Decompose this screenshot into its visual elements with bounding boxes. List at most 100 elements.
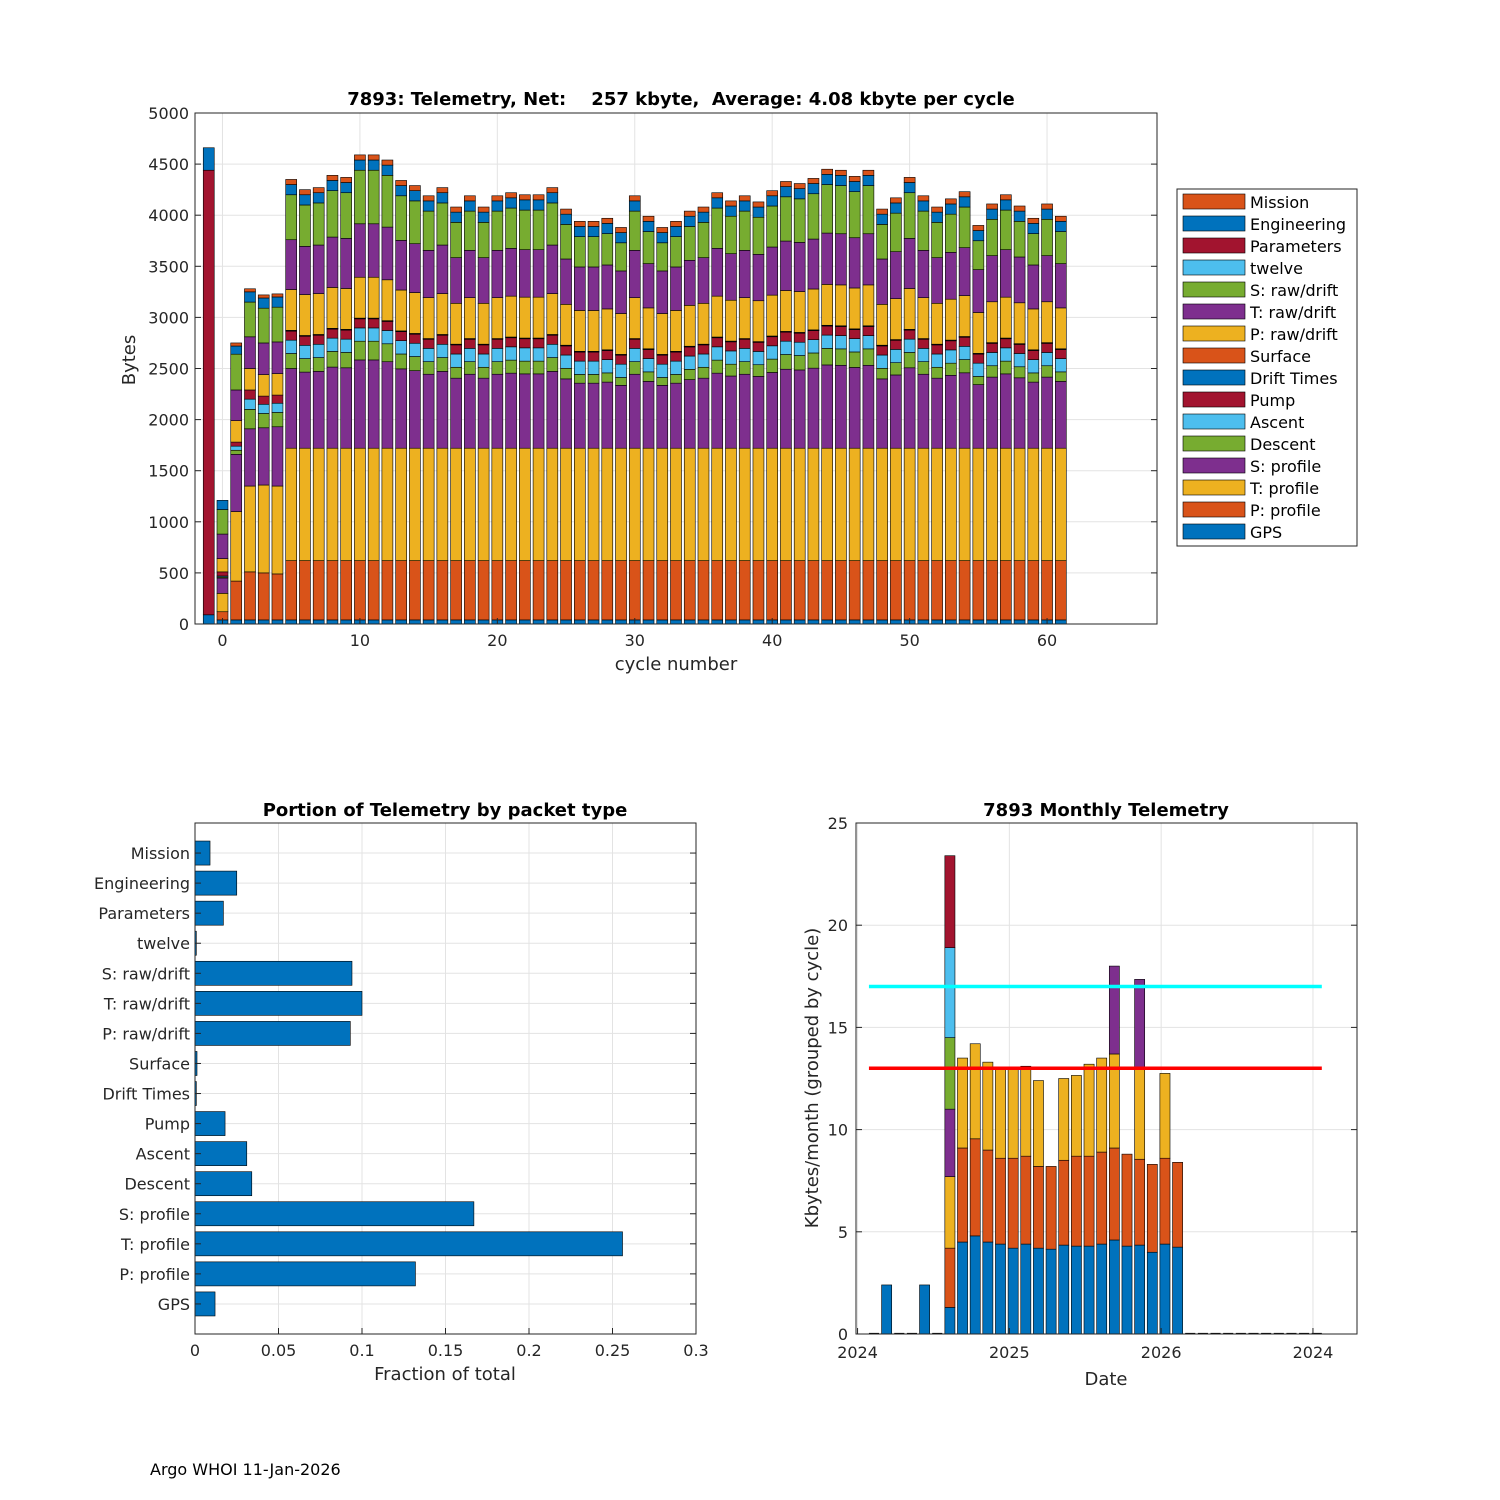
cycle-bar-segment	[395, 331, 407, 342]
cycle-bar-segment	[780, 560, 792, 621]
cycle-bar-segment	[354, 560, 366, 621]
monthly-bar-segment	[944, 947, 956, 1038]
cycle-bar-segment	[890, 560, 902, 621]
monthly-bar-segment	[995, 1067, 1006, 1159]
cycle-bar-segment	[422, 250, 435, 298]
top-y-tick-label: 1500	[148, 462, 189, 481]
cycle-bar-segment	[436, 244, 449, 294]
legend-entry: Descent	[1250, 435, 1316, 454]
cycle-bar-segment	[532, 209, 545, 250]
cycle-bar-segment	[683, 226, 696, 261]
cycle-bar-segment	[601, 372, 614, 383]
cycle-bar-segment	[876, 224, 888, 260]
cycle-bar-segment	[409, 342, 421, 357]
cycle-bar-segment	[986, 560, 998, 621]
cycle-bar-segment	[587, 266, 600, 311]
cycle-bar-segment	[752, 560, 765, 621]
cycle-bar-segment	[464, 250, 476, 298]
top-chart-title: 7893: Telemetry, Net: 257 kbyte, Average…	[347, 89, 1015, 110]
cycle-bar-segment	[574, 560, 586, 621]
cycle-bar-segment	[312, 202, 325, 246]
cycle-bar-segment	[601, 233, 614, 266]
cycle-bar-segment	[752, 364, 765, 377]
cycle-bar-segment	[1000, 619, 1012, 625]
cycle-bar-segment	[244, 485, 256, 573]
cycle-bar-segment	[244, 571, 256, 621]
monthly-bar-segment	[982, 1061, 994, 1151]
cycle-bar-segment	[477, 344, 490, 355]
cycle-bar-segment	[326, 560, 339, 621]
monthly-bar-segment	[1121, 1153, 1133, 1247]
cycle-bar-segment	[656, 447, 669, 561]
cycle-bar-segment	[862, 335, 875, 350]
cycle-bar-segment	[257, 307, 270, 344]
cycle-bar-segment	[683, 305, 696, 347]
top-y-tick-label: 1000	[148, 513, 189, 532]
cycle-bar-segment	[450, 222, 462, 258]
cycle-bar-segment	[903, 338, 916, 353]
monthly-bar-segment	[1096, 1057, 1108, 1153]
fraction-bar	[194, 1171, 253, 1197]
cycle-bar-segment	[257, 427, 270, 486]
top-y-tick-label: 3000	[148, 308, 189, 327]
fraction-bar	[194, 1141, 248, 1166]
cycle-bar-segment	[477, 206, 490, 213]
cycle-bar-segment	[931, 353, 943, 368]
cycle-bar-segment	[986, 218, 998, 256]
cycle-bar-segment	[780, 186, 792, 198]
monthly-bar-segment	[1033, 1166, 1044, 1249]
cycle-bar-segment	[972, 225, 985, 231]
cycle-bar-segment	[422, 338, 435, 349]
cycle-bar-segment	[725, 350, 737, 365]
cycle-bar-segment	[945, 340, 957, 351]
cycle-bar-segment	[464, 200, 476, 212]
cycle-bar-segment	[519, 249, 531, 298]
cycle-bar-segment	[587, 560, 600, 621]
cycle-bar-segment	[354, 359, 366, 449]
legend-swatch	[1182, 193, 1246, 210]
cycle-bar-segment	[546, 357, 559, 372]
cycle-bar-segment	[945, 298, 957, 341]
legend-swatch	[1182, 413, 1246, 430]
monthly-bar-segment	[919, 1284, 930, 1335]
cycle-bar-segment	[862, 175, 875, 186]
cycle-bar-segment	[793, 332, 806, 343]
cycle-bar-segment	[532, 560, 545, 621]
cycle-bar-segment	[615, 270, 627, 314]
cycle-bar-segment	[326, 180, 339, 191]
cycle-bar-segment	[464, 195, 476, 202]
cycle-bar-segment	[312, 447, 325, 561]
cycle-bar-segment	[1041, 208, 1053, 220]
cycle-bar-segment	[505, 560, 517, 621]
cycle-bar-segment	[766, 358, 778, 373]
cycle-bar-segment	[422, 447, 435, 561]
cycle-bar-segment	[1013, 560, 1026, 621]
cycle-bar-segment	[244, 619, 256, 625]
cycle-bar-segment	[230, 511, 243, 582]
br-x-tick-label: 2024	[1293, 1343, 1334, 1362]
fraction-bar	[194, 960, 353, 986]
cycle-bar-segment	[642, 215, 655, 222]
cycle-bar-segment	[1000, 296, 1012, 339]
cycle-bar-segment	[464, 447, 476, 561]
cycle-bar-segment	[931, 366, 943, 379]
cycle-bar-segment	[972, 269, 985, 313]
cycle-bar-segment	[1000, 249, 1012, 298]
cycle-bar-segment	[244, 398, 256, 410]
cycle-bar-segment	[519, 373, 531, 449]
cycle-bar-segment	[587, 619, 600, 625]
monthly-bar-segment	[1071, 1155, 1082, 1247]
cycle-bar-segment	[381, 159, 394, 166]
cycle-bar-segment	[422, 560, 435, 621]
cycle-bar-segment	[312, 244, 325, 294]
cycle-bar-segment	[848, 351, 861, 368]
cycle-bar-segment	[532, 373, 545, 449]
cycle-bar-segment	[367, 154, 380, 161]
cycle-bar-segment	[519, 338, 531, 349]
cycle-bar-segment	[601, 381, 614, 449]
cycle-bar-segment	[972, 240, 985, 270]
cycle-bar-segment	[409, 185, 421, 191]
cycle-bar-segment	[945, 349, 957, 364]
cycle-bar-segment	[202, 147, 215, 171]
cycle-bar-segment	[1027, 619, 1040, 625]
